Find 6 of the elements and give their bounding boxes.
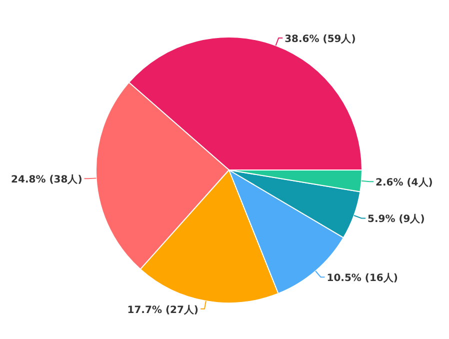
data-label: 24.8% (38人) [11,174,82,186]
data-label: 2.6% (4人) [376,176,433,189]
data-label: 10.5% (16人) [326,272,398,284]
data-label: 17.7% (27人) [127,304,199,316]
data-label: 5.9% (9人) [367,213,425,226]
data-label: 38.6% (59人) [284,33,356,46]
